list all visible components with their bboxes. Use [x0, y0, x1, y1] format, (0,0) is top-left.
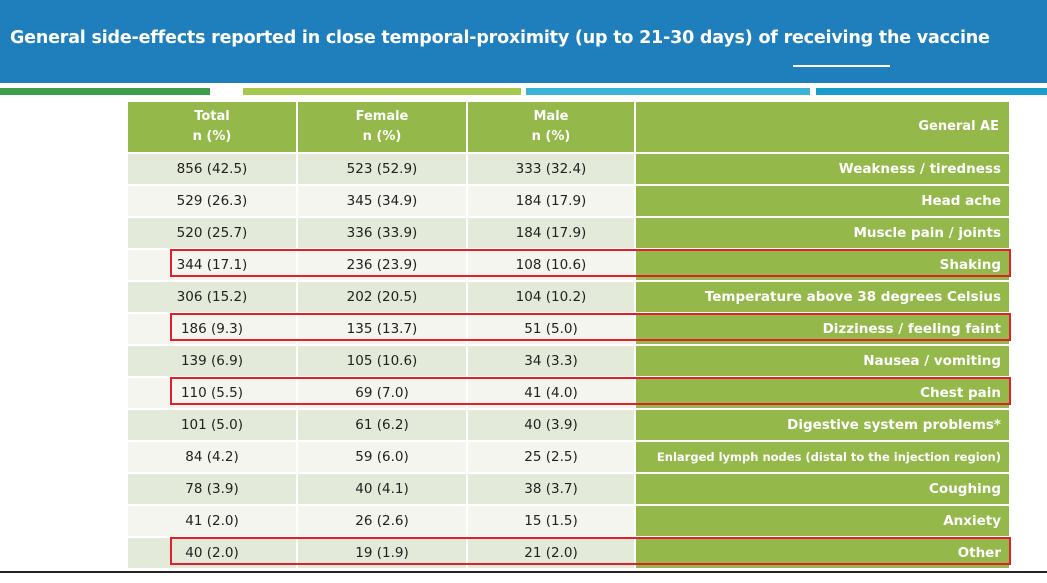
table-row: 84 (4.2) 59 (6.0) 25 (2.5) Enlarged lymph n… — [128, 440, 1009, 472]
cell-general-ae: Head ache — [636, 186, 1009, 216]
cell-male: 25 (2.5) — [468, 442, 636, 472]
accent-stripe-lightgreen — [243, 88, 521, 95]
title-banner: General side-effects reported in close t… — [0, 0, 1047, 83]
highlight-box — [170, 537, 1011, 565]
cell-total: 856 (42.5) — [128, 154, 298, 184]
header-total: Total n (%) — [128, 102, 298, 152]
cell-total: 41 (2.0) — [128, 506, 298, 536]
cell-male: 15 (1.5) — [468, 506, 636, 536]
cell-total: 84 (4.2) — [128, 442, 298, 472]
cell-total: 78 (3.9) — [128, 474, 298, 504]
table-row: 101 (5.0) 61 (6.2) 40 (3.9) Digestive syste… — [128, 408, 1009, 440]
highlight-box — [170, 377, 1011, 405]
header-male: Male n (%) — [468, 102, 636, 152]
side-effects-table: Total n (%) Female n (%) Male n (%) Gene… — [128, 102, 1009, 568]
cell-total: 101 (5.0) — [128, 410, 298, 440]
cell-total: 306 (15.2) — [128, 282, 298, 312]
header-male-unit: n (%) — [531, 129, 571, 144]
cell-general-ae: Coughing — [636, 474, 1009, 504]
header-female: Female n (%) — [298, 102, 468, 152]
accent-stripe-cyan — [526, 88, 810, 95]
table-row: 529 (26.3) 345 (34.9) 184 (17.9) Head ache — [128, 184, 1009, 216]
accent-stripe-blue — [816, 88, 1047, 95]
table-row: 78 (3.9) 40 (4.1) 38 (3.7) Coughing — [128, 472, 1009, 504]
table-row: 306 (15.2) 202 (20.5) 104 (10.2) Temperatur… — [128, 280, 1009, 312]
highlight-box — [170, 249, 1011, 277]
cell-female: 59 (6.0) — [298, 442, 468, 472]
cell-female: 26 (2.6) — [298, 506, 468, 536]
header-total-label: Total — [194, 109, 230, 124]
cell-total: 520 (25.7) — [128, 218, 298, 248]
header-general-ae-label: General AE — [918, 119, 999, 134]
title-underline — [793, 65, 890, 67]
table-row: 520 (25.7) 336 (33.9) 184 (17.9) Muscle pai… — [128, 216, 1009, 248]
header-male-label: Male — [533, 109, 569, 124]
table-row: 139 (6.9) 105 (10.6) 34 (3.3) Nausea / vomi… — [128, 344, 1009, 376]
cell-male: 38 (3.7) — [468, 474, 636, 504]
cell-general-ae: Weakness / tiredness — [636, 154, 1009, 184]
cell-general-ae: Digestive system problems* — [636, 410, 1009, 440]
cell-male: 34 (3.3) — [468, 346, 636, 376]
cell-male: 184 (17.9) — [468, 186, 636, 216]
header-total-unit: n (%) — [192, 129, 232, 144]
slide-title: General side-effects reported in close t… — [10, 28, 990, 48]
table-row: 41 (2.0) 26 (2.6) 15 (1.5) Anxiety — [128, 504, 1009, 536]
cell-female: 61 (6.2) — [298, 410, 468, 440]
cell-total: 529 (26.3) — [128, 186, 298, 216]
cell-male: 184 (17.9) — [468, 218, 636, 248]
cell-general-ae: Temperature above 38 degrees Celsius — [636, 282, 1009, 312]
cell-male: 104 (10.2) — [468, 282, 636, 312]
cell-female: 336 (33.9) — [298, 218, 468, 248]
table-body: 856 (42.5) 523 (52.9) 333 (32.4) Weakness /… — [128, 152, 1009, 568]
cell-general-ae: Nausea / vomiting — [636, 346, 1009, 376]
table-header-row: Total n (%) Female n (%) Male n (%) Gene… — [128, 102, 1009, 152]
cell-general-ae: Muscle pain / joints — [636, 218, 1009, 248]
cell-female: 523 (52.9) — [298, 154, 468, 184]
cell-female: 202 (20.5) — [298, 282, 468, 312]
cell-female: 40 (4.1) — [298, 474, 468, 504]
table-row: 856 (42.5) 523 (52.9) 333 (32.4) Weakness /… — [128, 152, 1009, 184]
cell-general-ae: Anxiety — [636, 506, 1009, 536]
cell-total: 139 (6.9) — [128, 346, 298, 376]
header-general-ae: General AE — [636, 102, 1009, 152]
cell-male: 40 (3.9) — [468, 410, 636, 440]
cell-female: 345 (34.9) — [298, 186, 468, 216]
cell-general-ae: Enlarged lymph nodes (distal to the inje… — [636, 442, 1009, 472]
accent-stripe-green — [0, 88, 210, 95]
header-female-label: Female — [355, 109, 409, 124]
cell-male: 333 (32.4) — [468, 154, 636, 184]
bottom-border-line — [0, 571, 1047, 573]
header-female-unit: n (%) — [362, 129, 402, 144]
highlight-box — [170, 313, 1011, 341]
cell-female: 105 (10.6) — [298, 346, 468, 376]
